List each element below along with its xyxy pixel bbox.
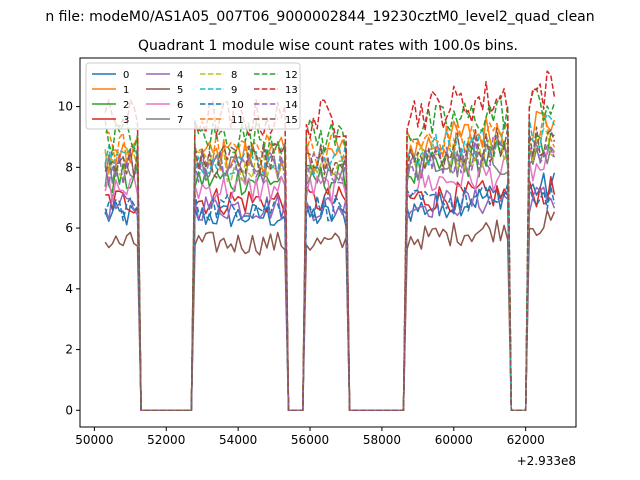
legend-label-11: 11 — [231, 115, 244, 126]
legend-label-8: 8 — [231, 70, 237, 81]
legend-label-14: 14 — [285, 100, 298, 111]
legend-label-5: 5 — [177, 85, 183, 96]
legend-frame — [85, 62, 301, 130]
x-tick-label: 58000 — [363, 433, 401, 447]
x-tick-label: 60000 — [435, 433, 473, 447]
legend-label-0: 0 — [123, 70, 129, 81]
legend-label-12: 12 — [285, 70, 298, 81]
y-axis: 0 2 4 6 8 10 — [58, 100, 80, 417]
x-axis: 50000 52000 54000 56000 58000 60000 62000 — [75, 427, 545, 447]
legend-label-7: 7 — [177, 115, 183, 126]
legend-label-9: 9 — [231, 85, 237, 96]
x-tick-label: 62000 — [507, 433, 545, 447]
chart-title: Quadrant 1 module wise count rates with … — [138, 38, 518, 54]
x-tick-label: 52000 — [147, 433, 185, 447]
legend-label-1: 1 — [123, 85, 129, 96]
x-tick-label: 54000 — [219, 433, 257, 447]
y-tick-label: 6 — [65, 221, 73, 235]
legend-label-15: 15 — [285, 115, 298, 126]
series-line-15 — [104, 126, 556, 412]
series-layer — [104, 70, 556, 412]
legend-label-3: 3 — [123, 115, 129, 126]
legend-label-10: 10 — [231, 100, 244, 111]
y-tick-label: 4 — [65, 282, 73, 296]
figure-suptitle: n file: modeM0/AS1A05_007T06_9000002844_… — [45, 9, 594, 25]
x-tick-label: 56000 — [291, 433, 329, 447]
legend-label-6: 6 — [177, 100, 183, 111]
y-tick-label: 8 — [65, 160, 73, 174]
x-axis-offset-text: +2.933e8 — [517, 454, 576, 468]
legend-label-2: 2 — [123, 100, 129, 111]
axes-frame — [79, 57, 577, 428]
y-tick-label: 2 — [65, 343, 73, 357]
x-tick-label: 50000 — [75, 433, 113, 447]
plot-area: 50000 52000 54000 56000 58000 60000 62000 0 2 4 6… — [58, 57, 577, 468]
legend-label-4: 4 — [177, 70, 183, 81]
y-tick-label: 0 — [65, 403, 73, 417]
legend-label-13: 13 — [285, 85, 298, 96]
y-tick-label: 10 — [58, 100, 73, 114]
